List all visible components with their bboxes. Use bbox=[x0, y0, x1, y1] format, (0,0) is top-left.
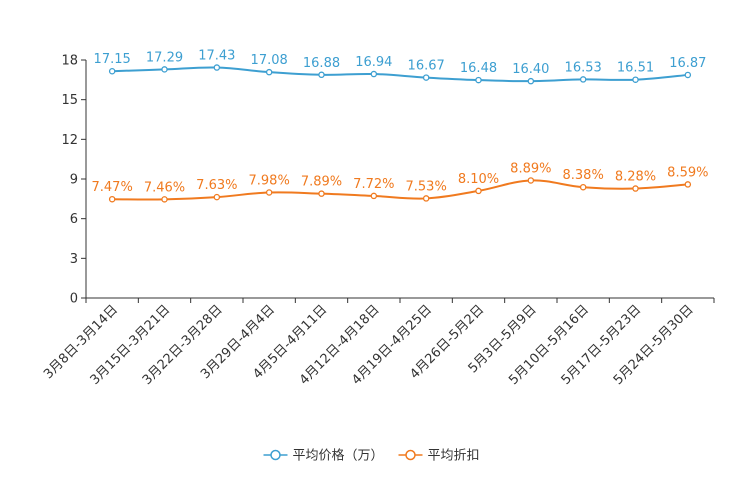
data-label: 7.53% bbox=[406, 179, 447, 194]
data-point bbox=[684, 181, 692, 188]
data-point bbox=[370, 192, 378, 200]
data-point bbox=[265, 68, 273, 76]
data-point bbox=[265, 189, 273, 196]
data-label: 17.43 bbox=[198, 49, 235, 64]
data-label: 7.63% bbox=[196, 178, 237, 193]
data-point bbox=[422, 195, 430, 202]
data-point bbox=[370, 70, 378, 78]
data-label: 16.88 bbox=[303, 56, 340, 71]
data-label: 7.47% bbox=[92, 180, 133, 195]
data-label: 7.98% bbox=[249, 173, 290, 188]
data-point bbox=[213, 64, 221, 71]
data-label: 8.59% bbox=[667, 165, 708, 180]
data-label: 16.40 bbox=[512, 62, 549, 77]
data-label: 17.29 bbox=[146, 50, 183, 65]
data-label: 7.72% bbox=[353, 177, 394, 192]
data-label: 16.53 bbox=[565, 60, 602, 75]
series-line bbox=[112, 66, 688, 83]
data-point bbox=[422, 74, 430, 81]
legend-marker bbox=[270, 449, 281, 461]
legend-label: 平均价格（万） bbox=[293, 448, 384, 464]
data-point bbox=[108, 67, 116, 75]
data-label: 17.08 bbox=[251, 53, 288, 68]
data-point bbox=[161, 66, 168, 73]
y-tick-label: 18 bbox=[61, 54, 78, 69]
data-label: 16.67 bbox=[408, 59, 445, 74]
series-layer: 17.15 17.29 17.43 17.08 16.88 16.94 16.67 16.48… bbox=[92, 49, 708, 203]
data-point bbox=[318, 190, 325, 197]
x-axis: 3月8日-3月14日3月15日-3月21日3月22日-3月28日3月29日-4月… bbox=[41, 297, 715, 388]
legend-marker bbox=[405, 449, 416, 461]
legend-item[interactable]: 平均价格（万） bbox=[263, 448, 384, 464]
data-point bbox=[579, 76, 587, 83]
data-point bbox=[475, 187, 482, 195]
data-point bbox=[108, 195, 116, 203]
data-label: 8.10% bbox=[458, 172, 499, 187]
data-label: 16.51 bbox=[617, 61, 654, 76]
legend[interactable]: 平均价格（万） 平均折扣 bbox=[263, 448, 480, 464]
data-point bbox=[527, 77, 535, 85]
y-axis: 0 3 6 9 12 15 18 bbox=[61, 54, 87, 307]
data-point bbox=[632, 185, 639, 192]
data-label: 8.38% bbox=[563, 168, 604, 183]
legend-label: 平均折扣 bbox=[428, 449, 480, 464]
data-point bbox=[318, 71, 325, 79]
data-label: 8.89% bbox=[510, 161, 551, 176]
legend-item[interactable]: 平均折扣 bbox=[398, 449, 480, 464]
data-point bbox=[213, 193, 221, 201]
series-1: 7.47% 7.46% 7.63% 7.98% 7.89% 7.72% 7.53% 8.10%… bbox=[92, 161, 708, 203]
y-tick-label: 15 bbox=[61, 93, 78, 108]
data-point bbox=[632, 76, 639, 83]
data-label: 17.15 bbox=[94, 52, 131, 67]
data-point bbox=[684, 71, 692, 79]
y-tick-label: 9 bbox=[70, 173, 78, 188]
y-tick-label: 3 bbox=[70, 252, 78, 267]
y-tick-label: 12 bbox=[61, 133, 78, 148]
data-label: 16.94 bbox=[355, 55, 392, 70]
data-label: 8.28% bbox=[615, 170, 656, 185]
data-label: 7.46% bbox=[144, 180, 185, 195]
y-tick-label: 6 bbox=[70, 212, 78, 227]
data-label: 16.87 bbox=[669, 56, 706, 71]
data-point bbox=[475, 76, 482, 84]
data-label: 16.48 bbox=[460, 61, 497, 76]
data-label: 7.89% bbox=[301, 175, 342, 190]
data-point bbox=[579, 183, 587, 191]
data-point bbox=[527, 177, 535, 184]
series-0: 17.15 17.29 17.43 17.08 16.88 16.94 16.67 16.48… bbox=[94, 49, 706, 85]
series-line bbox=[112, 179, 688, 201]
y-tick-label: 0 bbox=[70, 292, 78, 307]
data-point bbox=[161, 196, 168, 203]
